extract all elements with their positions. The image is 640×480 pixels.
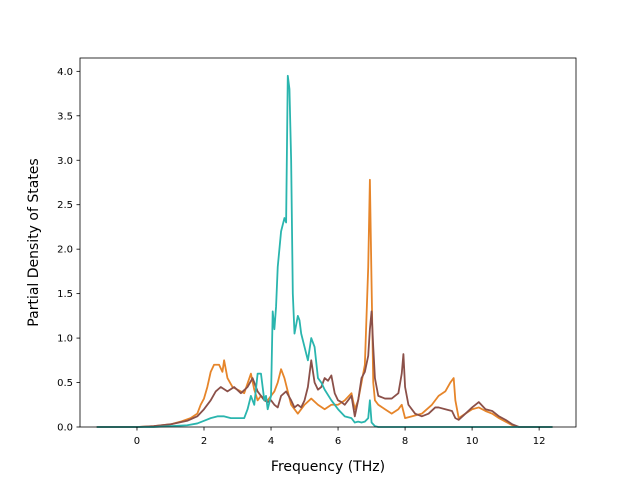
x-axis-ticks: 0 2 4 6 8 10 12: [134, 427, 546, 447]
y-tick-label: 3.0: [57, 156, 73, 167]
y-axis-label: Partial Density of States: [26, 158, 42, 326]
x-tick-label: 12: [533, 436, 546, 447]
x-tick-label: 8: [402, 436, 408, 447]
x-tick-label: 0: [134, 436, 140, 447]
y-tick-label: 1.0: [57, 334, 73, 345]
y-axis-ticks: 0.0 0.5 1.0 1.5 2.0 2.5 3.0 3.5 4.0: [57, 67, 80, 434]
y-tick-label: 3.5: [57, 111, 73, 122]
y-tick-label: 0.5: [57, 378, 73, 389]
y-tick-label: 0.0: [57, 423, 73, 434]
y-tick-label: 2.0: [57, 245, 73, 256]
series-lines: [96, 74, 553, 428]
plot-frame: [79, 57, 577, 428]
x-axis-label: Frequency (THz): [271, 459, 385, 475]
x-tick-label: 4: [268, 436, 274, 447]
x-tick-label: 10: [466, 436, 479, 447]
series-line-1: [96, 178, 553, 428]
y-tick-label: 2.5: [57, 200, 73, 211]
x-tick-label: 2: [201, 436, 207, 447]
y-tick-label: 1.5: [57, 289, 73, 300]
x-tick-label: 6: [335, 436, 341, 447]
series-line-2: [96, 310, 553, 428]
y-tick-label: 4.0: [57, 67, 73, 78]
series-line-3: [96, 74, 553, 428]
